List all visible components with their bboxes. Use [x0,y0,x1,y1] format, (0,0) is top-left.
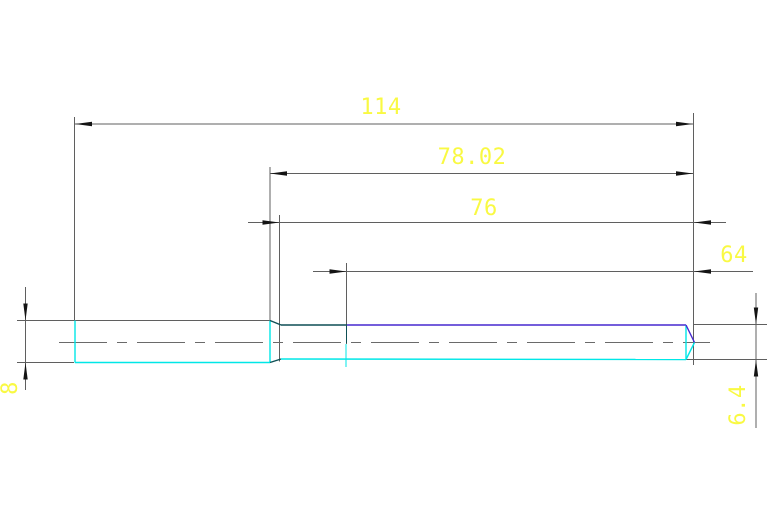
part-outline[interactable] [74,319,696,368]
part-tip-chamfer-top[interactable] [685,324,696,343]
dim-76-arrow-right[interactable] [694,220,711,225]
dim-114-arrow-right[interactable] [676,121,693,127]
dim-6-4-arrow-bottom[interactable] [753,359,759,377]
dim-8-arrow-bottom[interactable] [23,362,28,380]
dim-6-4-arrow-top[interactable] [753,307,759,325]
part-bottom-edge-right-section[interactable] [280,358,687,361]
dim-label-64[interactable]: 64 [720,243,748,268]
part-chamfer-top[interactable] [269,319,282,326]
dim-64[interactable] [313,263,753,344]
dim-64-arrow-right[interactable] [694,269,711,274]
dim-6-4[interactable] [686,293,767,428]
dim-114[interactable] [74,113,694,365]
dim-label-78-02[interactable]: 78.02 [437,145,507,170]
dim-label-76[interactable]: 76 [470,196,498,221]
dim-label-6-4[interactable]: 6.4 [726,384,751,426]
dim-8[interactable] [17,287,75,390]
dim-64-arrow-left[interactable] [329,269,347,274]
dim-78-02-arrow-right[interactable] [676,171,693,176]
part-tip-chamfer-bottom[interactable] [685,342,696,360]
dim-78-02-arrow-left[interactable] [270,171,287,176]
dim-76-arrow-left[interactable] [262,220,280,225]
dim-78-02[interactable] [269,167,693,321]
dim-label-114[interactable]: 114 [360,95,402,120]
dim-114-arrow-left[interactable] [75,121,92,127]
part-chamfer-bottom[interactable] [269,358,282,364]
dim-76[interactable] [248,215,726,362]
dim-label-8[interactable]: 8 [0,381,23,395]
dim-8-arrow-top[interactable] [23,303,28,321]
